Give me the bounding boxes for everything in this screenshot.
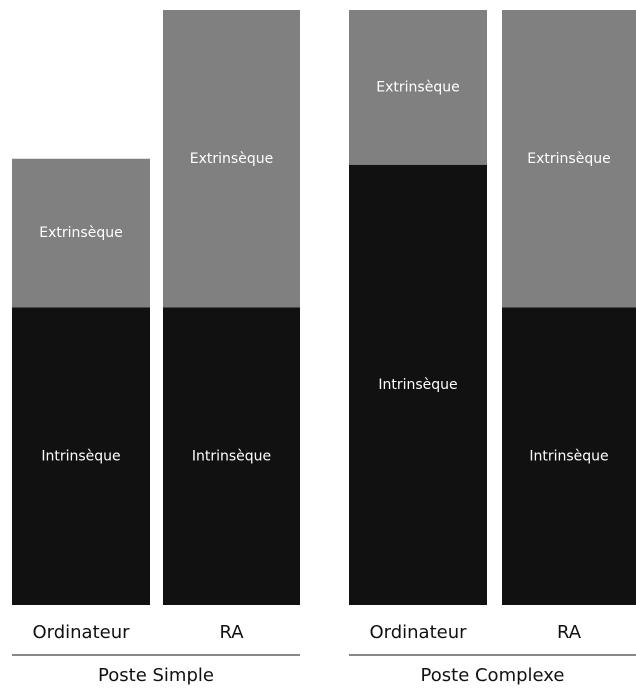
group-label: Poste Simple (98, 665, 214, 686)
bar-segment (12, 158, 150, 308)
segment-label: Extrinsèque (39, 225, 122, 241)
segment-label: Extrinsèque (527, 151, 610, 167)
segment-label: Intrinsèque (378, 377, 457, 393)
category-label: RA (557, 622, 582, 643)
bar-segment (502, 10, 636, 308)
segment-label: Intrinsèque (192, 448, 271, 464)
bar-segment (12, 307, 150, 605)
category-label: RA (219, 622, 244, 643)
bar-segment (163, 307, 300, 605)
bar-segment (349, 10, 487, 165)
bar-segment (163, 10, 300, 308)
category-label: Ordinateur (32, 622, 130, 643)
segment-label: Extrinsèque (376, 79, 459, 95)
bar-segment (349, 164, 487, 605)
category-label: Ordinateur (369, 622, 467, 643)
segment-label: Intrinsèque (41, 448, 120, 464)
segment-label: Intrinsèque (529, 448, 608, 464)
bar-segment (502, 307, 636, 605)
group-label: Poste Complexe (421, 665, 565, 686)
segment-label: Extrinsèque (190, 151, 273, 167)
